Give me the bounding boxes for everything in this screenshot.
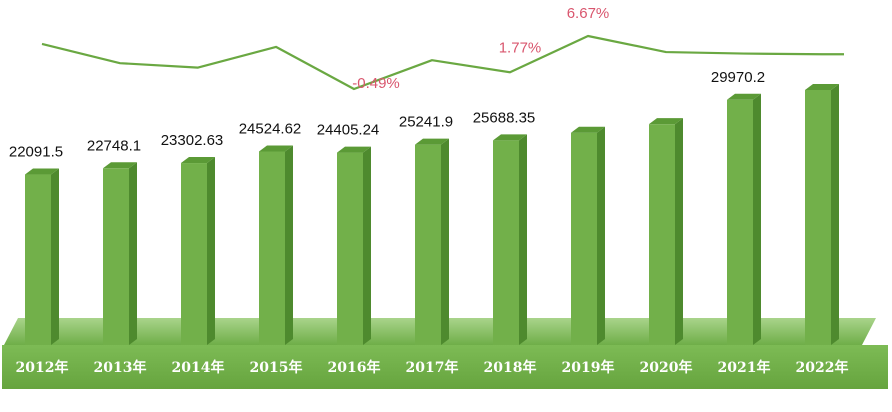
bar-value-label-2016年: 24405.24 <box>317 122 380 139</box>
bar-top-2012年 <box>25 168 59 175</box>
bar-value-label-2013年: 22748.1 <box>87 137 141 154</box>
bar-2013年 <box>103 162 137 345</box>
bar-front-2021年 <box>727 99 753 346</box>
x-tick-label-2018年: 2018年 <box>484 359 537 376</box>
bar-front-2020年 <box>649 124 675 345</box>
bar-front-2016年 <box>337 152 363 345</box>
bar-2017年 <box>415 138 449 345</box>
bar-top-2022年 <box>805 84 839 90</box>
bar-top-2015年 <box>259 145 293 152</box>
bar-side-2018年 <box>519 134 527 345</box>
bar-side-2015年 <box>285 145 293 345</box>
bar-side-2014年 <box>207 157 215 345</box>
bar-value-label-2012年: 22091.5 <box>9 144 63 161</box>
bar-2020年 <box>649 118 683 345</box>
bar-2014年 <box>181 157 215 345</box>
bar-2012年 <box>25 168 59 345</box>
bar-2022年 <box>805 84 839 345</box>
bar-side-2020年 <box>675 118 683 345</box>
x-tick-label-2020年: 2020年 <box>640 359 693 376</box>
bar-value-label-2014年: 23302.63 <box>161 132 224 149</box>
bar-side-2016年 <box>363 146 371 345</box>
bar-top-2017年 <box>415 138 449 145</box>
bar-2021年 <box>727 93 761 346</box>
bar-front-2012年 <box>25 174 51 345</box>
x-tick-label-2016年: 2016年 <box>328 359 381 376</box>
bar-front-2018年 <box>493 140 519 345</box>
bar-value-label-2021年: 29970.2 <box>711 69 765 86</box>
growth-label-2018年: 1.77% <box>499 39 542 56</box>
bar-front-2015年 <box>259 151 285 345</box>
growth-label-2019年: 6.67% <box>567 5 610 22</box>
bar-front-2014年 <box>181 163 207 345</box>
bar-side-2021年 <box>753 93 761 346</box>
bar-top-2018年 <box>493 134 527 141</box>
x-tick-label-2012年: 2012年 <box>16 359 69 376</box>
bar-2018年 <box>493 134 527 345</box>
bar-front-2013年 <box>103 168 129 345</box>
bar-top-2014年 <box>181 157 215 164</box>
bar-side-2019年 <box>597 126 605 346</box>
x-tick-label-2022年: 2022年 <box>796 359 849 376</box>
bar-value-label-2018年: 25688.35 <box>473 109 536 126</box>
bar-value-label-2015年: 24524.62 <box>239 120 302 137</box>
bar-top-2021年 <box>727 93 761 100</box>
bar-front-2022年 <box>805 90 831 345</box>
bar-top-2016年 <box>337 146 371 153</box>
bar-front-2017年 <box>415 144 441 345</box>
bar-2016年 <box>337 146 371 345</box>
bar-side-2012年 <box>51 168 59 345</box>
x-tick-label-2015年: 2015年 <box>250 359 303 376</box>
bar-top-2019年 <box>571 126 605 133</box>
bar-top-2013年 <box>103 162 137 169</box>
x-tick-label-2019年: 2019年 <box>562 359 615 376</box>
x-tick-label-2021年: 2021年 <box>718 359 771 376</box>
bar-2019年 <box>571 126 605 346</box>
bar-value-label-2017年: 25241.9 <box>399 114 453 131</box>
x-tick-label-2013年: 2013年 <box>94 359 147 376</box>
bar-side-2022年 <box>831 84 839 345</box>
bar-front-2019年 <box>571 132 597 345</box>
growth-label-2016年: -0.49% <box>352 75 400 92</box>
year-band <box>2 345 888 389</box>
bar-top-2020年 <box>649 118 683 125</box>
growth-rate-line <box>41 34 844 91</box>
bar-2015年 <box>259 145 293 345</box>
x-tick-label-2017年: 2017年 <box>406 359 459 376</box>
x-tick-label-2014年: 2014年 <box>172 359 225 376</box>
bar-side-2013年 <box>129 162 137 345</box>
bar-side-2017年 <box>441 138 449 345</box>
